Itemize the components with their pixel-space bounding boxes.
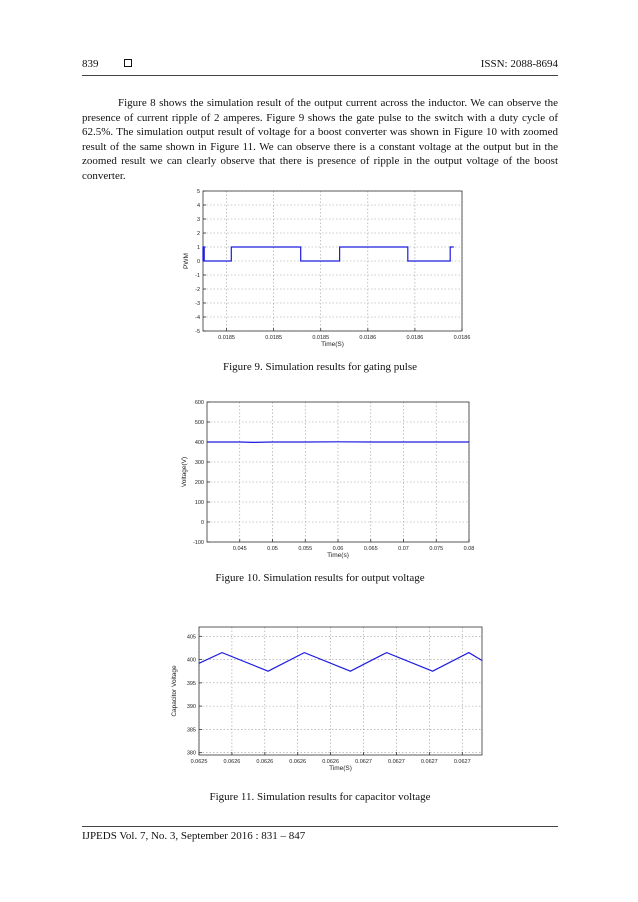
- y-tick-label: -5: [195, 329, 200, 335]
- y-tick-label: 400: [187, 658, 196, 664]
- y-axis-label: Voltage(V): [181, 457, 188, 487]
- y-tick-label: 405: [187, 634, 196, 640]
- x-tick-label: 0.0627: [454, 759, 471, 765]
- y-tick-label: -100: [193, 540, 204, 546]
- x-tick-label: 0.075: [429, 546, 443, 552]
- y-tick-label: 100: [195, 500, 204, 506]
- x-tick-label: 0.0626: [223, 759, 240, 765]
- x-tick-label: 0.0626: [289, 759, 306, 765]
- x-tick-label: 0.06: [333, 546, 344, 552]
- issn: ISSN: 2088-8694: [480, 58, 558, 70]
- journal-footer: IJPEDS Vol. 7, No. 3, September 2016 : 8…: [82, 830, 306, 842]
- figure-10: 0.045 0.05 0.055 0.06 0.065 0.07 0.075 0.08 -100…: [175, 395, 485, 565]
- figure-10-caption: Figure 10. Simulation results for output…: [215, 572, 425, 584]
- x-tick-label: 0.0626: [256, 759, 273, 765]
- x-axis-label: Time(S): [329, 765, 352, 772]
- x-tick-label: 0.065: [364, 546, 378, 552]
- y-tick-label: 395: [187, 681, 196, 687]
- figure-9-caption: Figure 9. Simulation results for gating …: [222, 361, 417, 373]
- y-tick-label: -3: [195, 301, 200, 307]
- x-tick-label: 0.0186: [454, 335, 471, 341]
- y-tick-label: 390: [187, 704, 196, 710]
- y-tick-label: 200: [195, 480, 204, 486]
- chart-gating-pulse: 0.0185 0.0185 0.0185 0.0186 0.0186 0.0186 -5 -4…: [183, 189, 471, 348]
- y-tick-label: 385: [187, 727, 196, 733]
- y-tick-label: 600: [195, 400, 204, 406]
- y-axis-label: PWM: [183, 253, 190, 269]
- y-tick-label: 2: [197, 231, 200, 237]
- y-axis-label: Capacitor Voltage: [171, 665, 178, 717]
- y-tick-label: -2: [195, 287, 200, 293]
- x-tick-label: 0.0185: [265, 335, 282, 341]
- x-tick-label: 0.0186: [406, 335, 423, 341]
- y-tick-label: 3: [197, 217, 200, 223]
- series-line: [207, 441, 469, 444]
- y-tick-label: 1: [197, 245, 200, 251]
- header-rule: [82, 75, 558, 76]
- x-tick-label: 0.0625: [191, 759, 208, 765]
- x-tick-label: 0.0185: [312, 335, 329, 341]
- chart-capacitor-voltage: 0.0625 0.0626 0.0626 0.0626 0.0626 0.0627 0.06…: [171, 626, 483, 772]
- y-tick-label: -1: [195, 273, 200, 279]
- figure-11: 0.0625 0.0626 0.0626 0.0626 0.0626 0.0627 0.06…: [165, 620, 490, 775]
- footer-rule: [82, 826, 558, 827]
- x-tick-label: 0.0627: [421, 759, 438, 765]
- y-tick-label: -4: [195, 315, 200, 321]
- body-paragraph: Figure 8 shows the simulation result of …: [82, 97, 558, 182]
- plot-frame: [198, 626, 483, 756]
- x-tick-label: 0.0185: [218, 335, 235, 341]
- x-tick-label: 0.045: [233, 546, 247, 552]
- x-tick-label: 0.07: [398, 546, 409, 552]
- x-tick-label: 0.08: [464, 546, 475, 552]
- figure-11-caption: Figure 11. Simulation results for capaci…: [209, 791, 431, 803]
- x-axis-label: Time(s): [327, 552, 349, 559]
- series-line: [202, 246, 454, 262]
- series-line: [198, 651, 483, 672]
- figure-9: 0.0185 0.0185 0.0185 0.0186 0.0186 0.0186 -5 -4…: [175, 184, 485, 354]
- y-tick-label: 400: [195, 440, 204, 446]
- y-tick-label: 0: [201, 520, 204, 526]
- y-tick-label: 5: [197, 189, 200, 195]
- x-tick-label: 0.0627: [388, 759, 405, 765]
- y-tick-label: 380: [187, 751, 196, 757]
- y-tick-label: 300: [195, 460, 204, 466]
- y-tick-label: 0: [197, 259, 200, 265]
- page-number: 839: [82, 58, 99, 70]
- x-tick-label: 0.05: [267, 546, 278, 552]
- x-axis-label: Time(S): [321, 341, 344, 348]
- x-tick-label: 0.0186: [359, 335, 376, 341]
- x-tick-label: 0.0627: [355, 759, 372, 765]
- y-tick-label: 4: [197, 203, 200, 209]
- x-tick-label: 0.055: [298, 546, 312, 552]
- checkbox-symbol-icon: [124, 59, 132, 67]
- x-tick-label: 0.0626: [322, 759, 339, 765]
- chart-output-voltage: 0.045 0.05 0.055 0.06 0.065 0.07 0.075 0.08 -100…: [181, 400, 475, 559]
- y-tick-label: 500: [195, 420, 204, 426]
